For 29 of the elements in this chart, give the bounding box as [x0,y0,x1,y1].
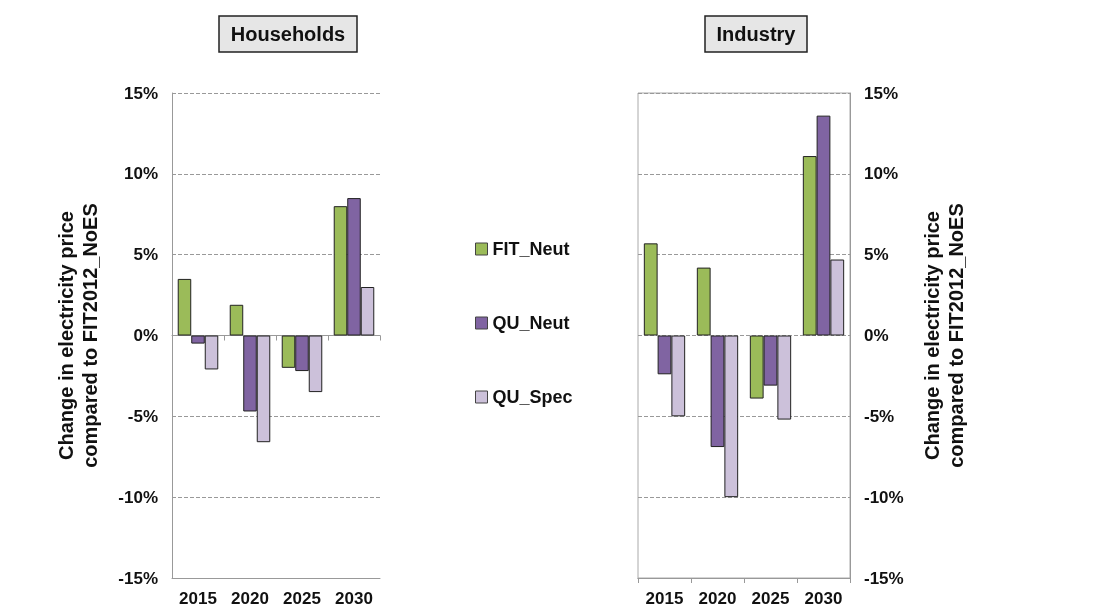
x-tick-label: 2020 [698,589,737,608]
y2-tick-label: 15% [864,83,899,103]
y2-axis-title: Change in electricity price compared to FIT2012_NoES [921,203,967,468]
x-tick-label: 2025 [751,589,790,608]
legend-label: QU_Spec [492,387,573,407]
y2-tick-label: 10% [864,164,899,184]
y2-tick-label: -10% [864,487,904,507]
x-tick-label: 2020 [231,589,269,608]
x-tick-label: 2015 [179,589,217,608]
legend-label: QU_Neut [492,313,570,333]
y-tick-label: -5% [127,406,158,426]
y-tick-label: -10% [118,487,158,507]
y-tick-label: 0% [133,326,158,345]
x-tick-label: 2025 [283,589,321,608]
y2-tick-label: 0% [864,326,889,345]
y2-tick-label: -5% [864,406,895,426]
x-tick-label: 2030 [335,589,373,608]
chart-title: Industry [716,23,797,45]
y2-tick-label: 5% [864,245,889,265]
y-tick-label: 5% [133,245,158,265]
y-tick-label: 10% [123,164,158,184]
y-tick-label: -15% [118,568,158,588]
chart-title: Households [230,23,346,45]
y-tick-label: 15% [123,83,158,103]
y-axis-title: Change in electricity price compared to FIT2012_NoES [55,203,101,468]
y2-tick-label: -15% [864,568,904,588]
x-tick-label: 2030 [804,589,843,608]
x-tick-label: 2015 [645,589,684,608]
legend-label: FIT_Neut [492,239,570,259]
